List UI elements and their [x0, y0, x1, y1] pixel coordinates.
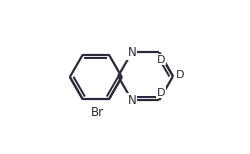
Text: D: D — [156, 88, 164, 98]
Text: N: N — [127, 93, 136, 107]
Text: Br: Br — [90, 106, 104, 119]
Text: N: N — [127, 46, 136, 59]
Text: D: D — [156, 55, 164, 65]
Text: D: D — [176, 70, 184, 80]
